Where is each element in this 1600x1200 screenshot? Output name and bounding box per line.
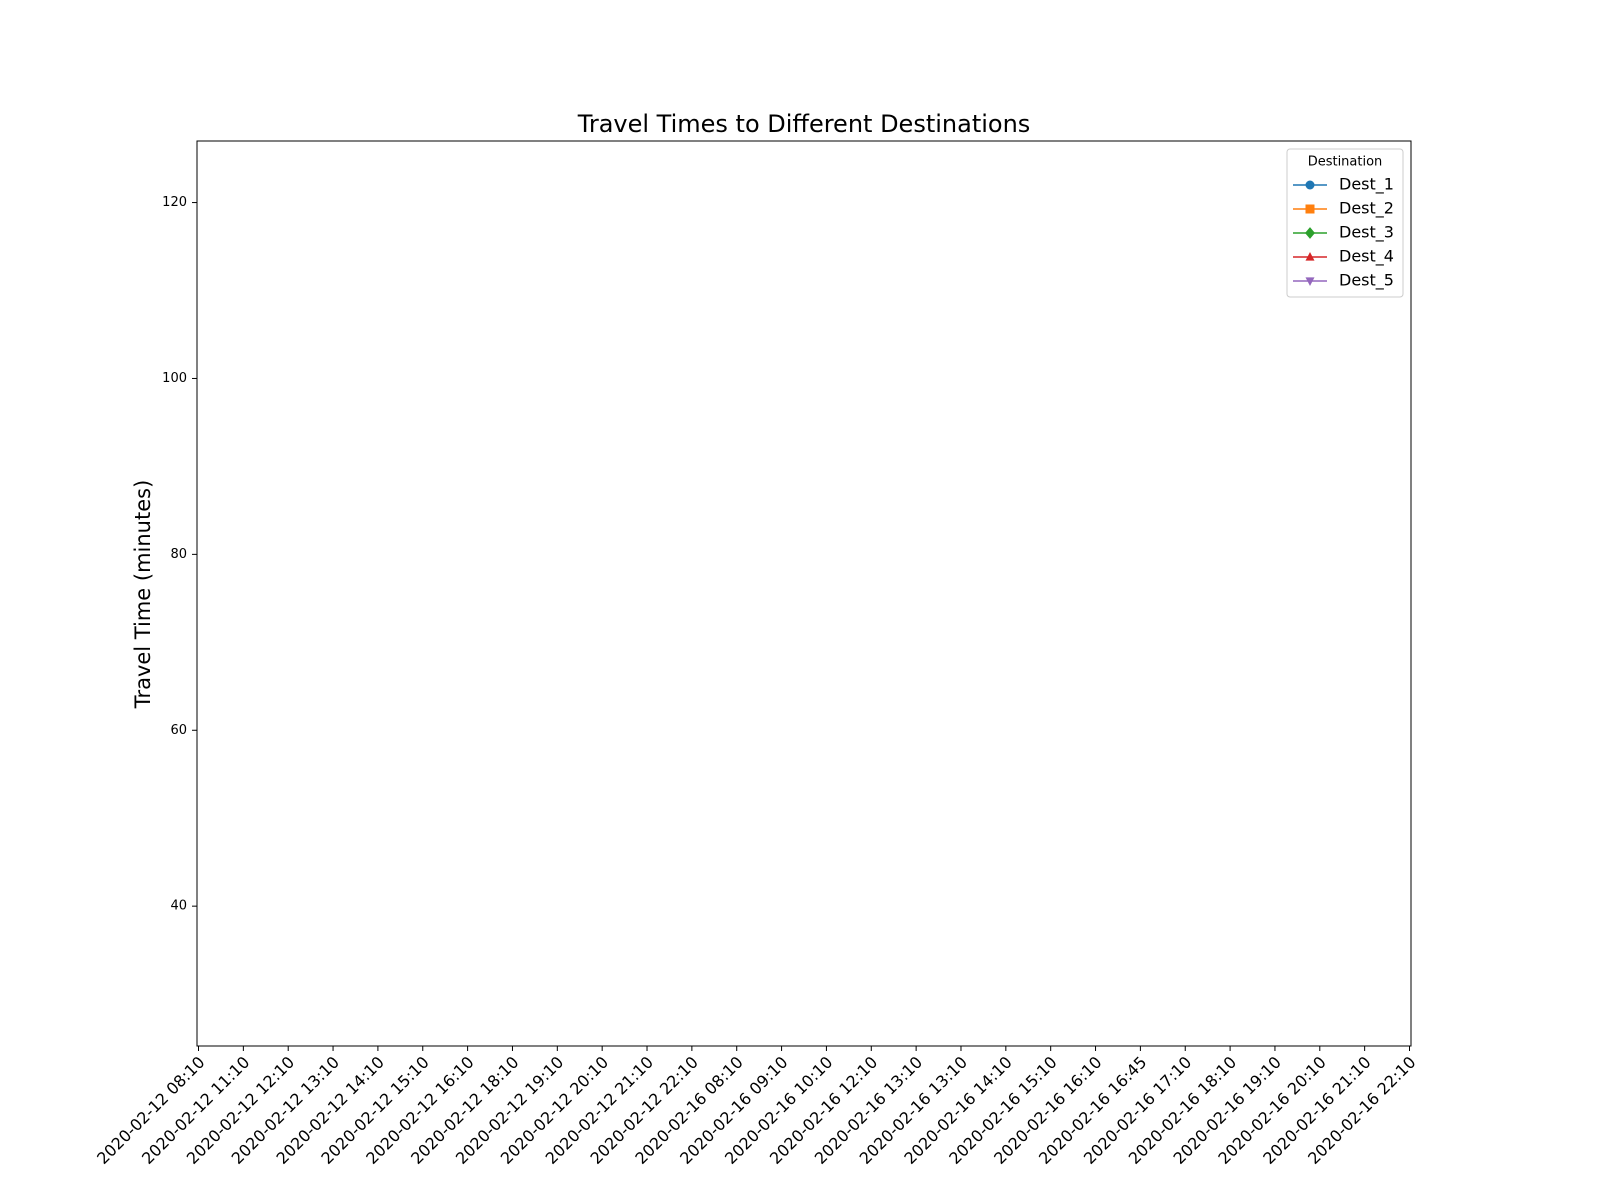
marker [1305,252,1315,261]
chart-title: Travel Times to Different Destinations [577,110,1031,138]
plot-frame [196,140,1412,1047]
marker [1305,204,1315,214]
y-tick-label: 100 [162,371,187,386]
legend-label: Dest_3 [1339,223,1394,243]
legend-label: Dest_2 [1339,199,1394,219]
legend: Destination Dest_1 Dest_2 Dest_3 Dest_4 Dest_… [1286,148,1404,298]
marker [1305,277,1315,286]
marker [1305,227,1315,239]
y-axis-label: Travel Time (minutes) [131,480,155,710]
legend-box [1286,148,1404,298]
legend-label: Dest_4 [1339,247,1394,267]
legend-label: Dest_5 [1339,271,1394,291]
marker [1305,180,1315,190]
legend-label: Dest_1 [1339,175,1394,195]
y-tick-label: 40 [170,899,187,914]
legend-title: Destination [1308,155,1383,170]
y-tick-label: 60 [170,723,187,738]
y-tick-label: 80 [170,547,187,562]
y-tick-label: 120 [162,195,187,210]
